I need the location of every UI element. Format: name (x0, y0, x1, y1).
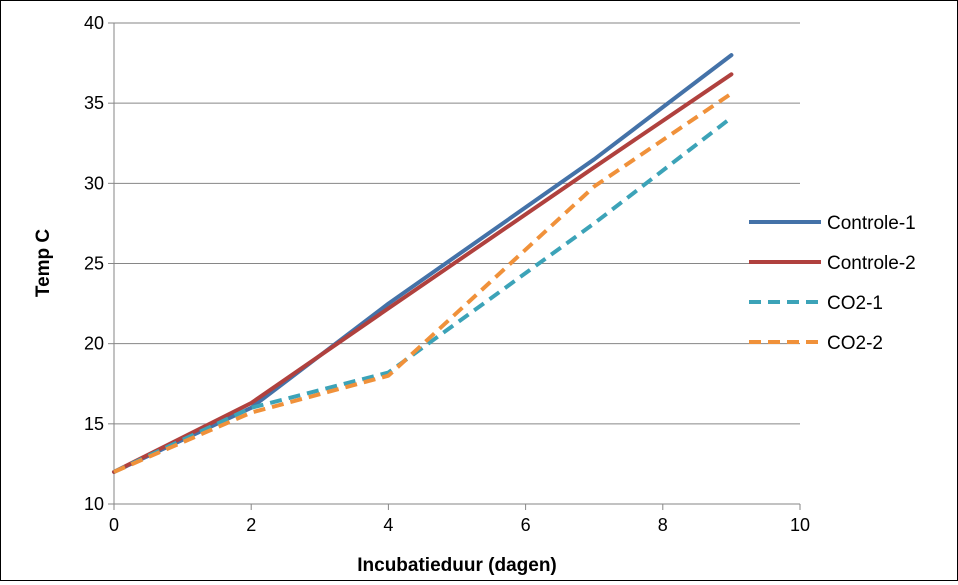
y-tick-label-35: 35 (84, 93, 104, 113)
series-line-controle-2 (112, 72, 734, 474)
y-tick-label-20: 20 (84, 334, 104, 354)
x-tick-label-4: 4 (383, 515, 393, 535)
series-line-co2-1 (113, 116, 733, 474)
x-tick-label-10: 10 (790, 515, 810, 535)
x-tick-label-6: 6 (521, 515, 531, 535)
legend-label-co2-2: CO2-2 (827, 333, 883, 354)
x-tick-label-2: 2 (246, 515, 256, 535)
y-axis-title: Temp C (33, 229, 54, 298)
y-tick-label-15: 15 (84, 414, 104, 434)
series-lines (112, 53, 734, 474)
x-axis-title: Incubatieduur (dagen) (357, 555, 557, 576)
y-tick-label-40: 40 (84, 13, 104, 33)
x-tick-label-0: 0 (109, 515, 119, 535)
axes (108, 22, 801, 510)
legend-label-co2-1: CO2-1 (827, 293, 883, 314)
series-line-co2-2 (113, 91, 733, 474)
y-tick-label-25: 25 (84, 254, 104, 274)
legend: Controle-1 Controle-2 CO2-1 CO2-2 (749, 213, 916, 354)
legend-label-controle-2: Controle-2 (827, 253, 916, 274)
x-tick-label-8: 8 (658, 515, 668, 535)
tick-labels: 10 15 20 25 30 35 40 0 2 4 6 8 10 (84, 13, 810, 535)
y-tick-label-30: 30 (84, 173, 104, 193)
y-tick-label-10: 10 (84, 494, 104, 514)
legend-label-controle-1: Controle-1 (827, 213, 916, 234)
